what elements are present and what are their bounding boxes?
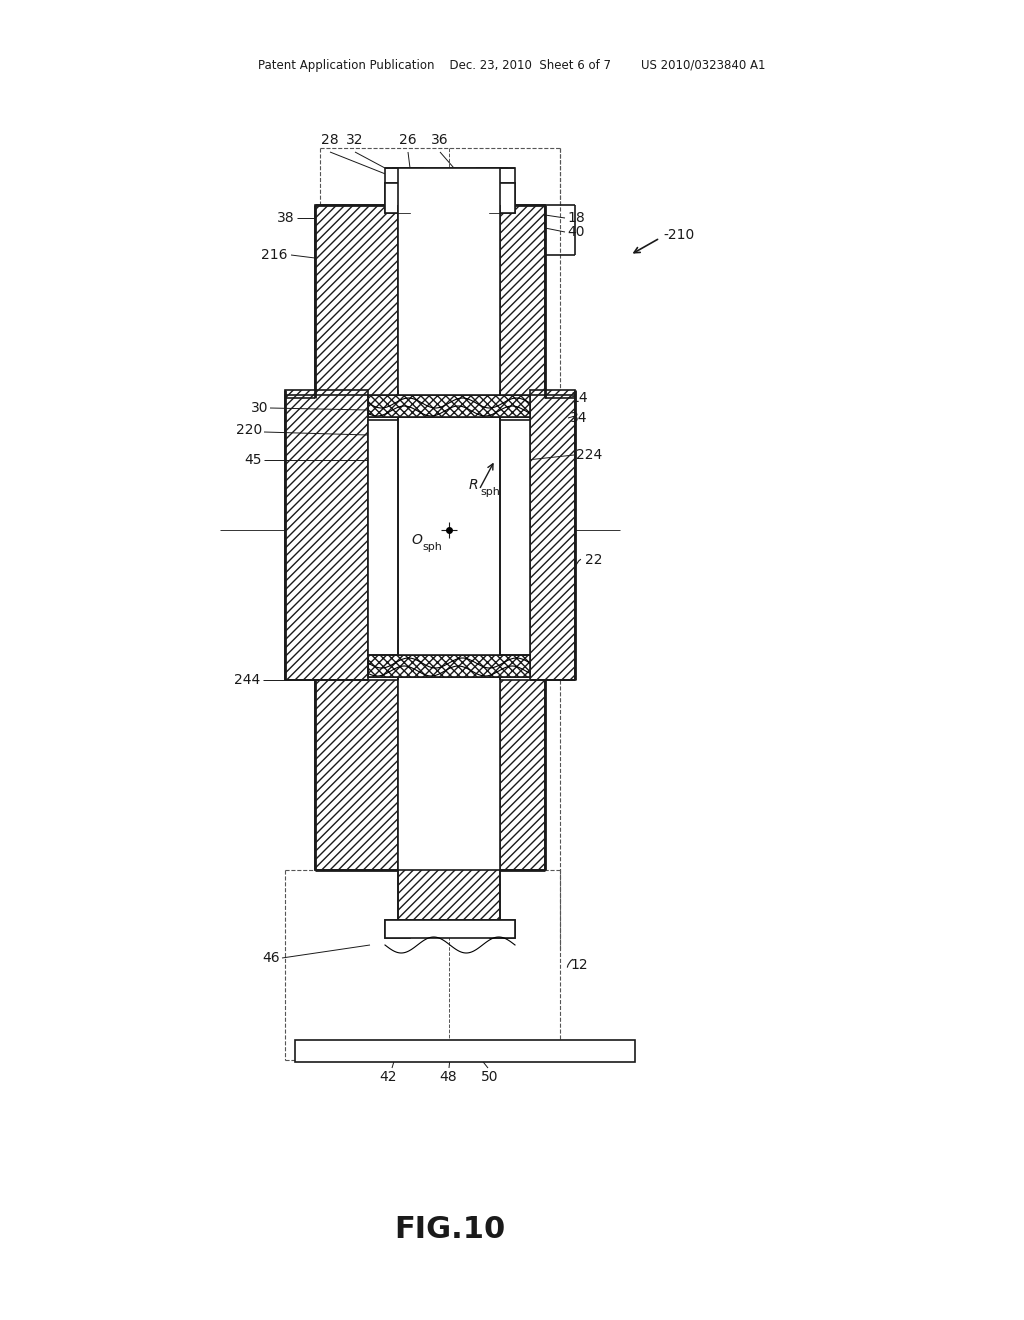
Bar [368,655,530,677]
Text: 26: 26 [399,133,417,147]
Text: 46: 46 [262,950,280,965]
Text: 18: 18 [567,211,585,224]
Bar [490,183,515,213]
Text: 14: 14 [570,391,588,405]
Bar [398,389,500,680]
Bar [385,168,515,183]
Text: 45: 45 [245,453,262,467]
Bar [385,183,410,213]
Text: 50: 50 [481,1071,499,1084]
Bar [385,920,515,939]
Bar [398,389,500,680]
Bar [490,920,515,939]
Text: 30: 30 [251,401,268,414]
Text: 12: 12 [570,958,588,972]
Text: Patent Application Publication    Dec. 23, 2010  Sheet 6 of 7        US 2010/032: Patent Application Publication Dec. 23, … [258,58,766,71]
Bar [477,168,507,183]
Bar [490,183,515,213]
Text: 34: 34 [570,411,588,425]
Text: 216: 216 [261,248,288,261]
Bar [295,1040,635,1063]
Text: 38: 38 [278,211,295,224]
Bar [398,680,500,870]
Text: 32: 32 [346,133,364,147]
Bar [368,420,530,655]
Text: 40: 40 [567,224,585,239]
Text: -210: -210 [663,228,694,242]
Bar [398,870,500,920]
Bar [398,168,500,213]
Text: 36: 36 [431,133,449,147]
Bar [500,680,545,870]
Text: O: O [411,533,422,546]
Bar [530,389,575,680]
Text: 22: 22 [585,553,602,568]
Text: R: R [469,478,478,492]
Bar [315,680,398,870]
Bar [368,395,530,417]
Bar [500,205,545,399]
Bar [285,389,368,680]
Text: 244: 244 [233,673,260,686]
Text: 220: 220 [236,422,262,437]
Text: 224: 224 [575,447,602,462]
Bar [368,655,530,677]
Bar [393,168,423,183]
Bar [385,920,410,939]
Bar [368,395,530,417]
Text: 28: 28 [322,133,339,147]
Text: 48: 48 [439,1071,457,1084]
Bar [385,183,410,213]
Bar [315,205,398,399]
Text: FIG.10: FIG.10 [394,1216,506,1245]
Text: 42: 42 [379,1071,396,1084]
Text: sph: sph [422,543,442,552]
Text: sph: sph [480,487,500,498]
Bar [398,205,500,399]
